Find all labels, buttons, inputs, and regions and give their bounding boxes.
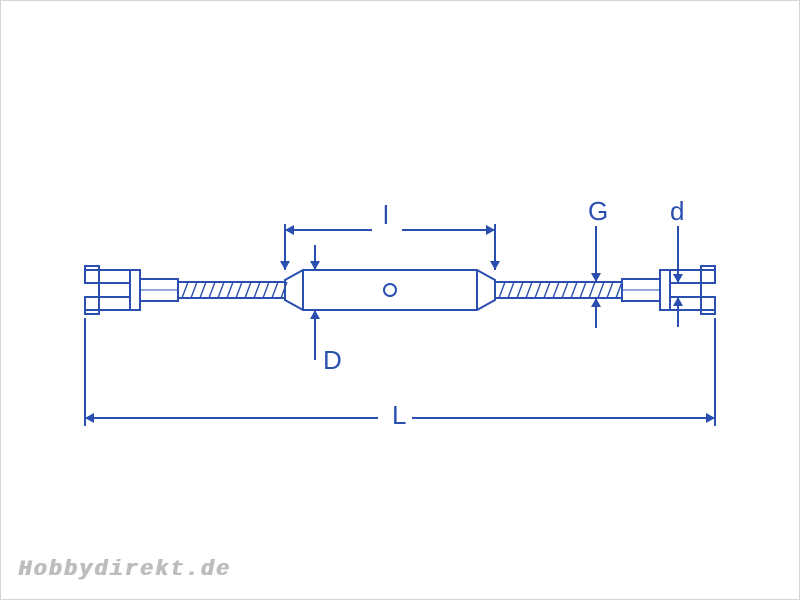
- label-body-diameter: D: [323, 345, 342, 376]
- label-thread: G: [588, 196, 608, 227]
- image-frame: [0, 0, 800, 600]
- label-overall-length: L: [392, 400, 406, 431]
- label-body-length: l: [383, 200, 389, 231]
- watermark-text: Hobbydirekt.de: [18, 557, 231, 582]
- label-jaw-gap: d: [670, 196, 684, 227]
